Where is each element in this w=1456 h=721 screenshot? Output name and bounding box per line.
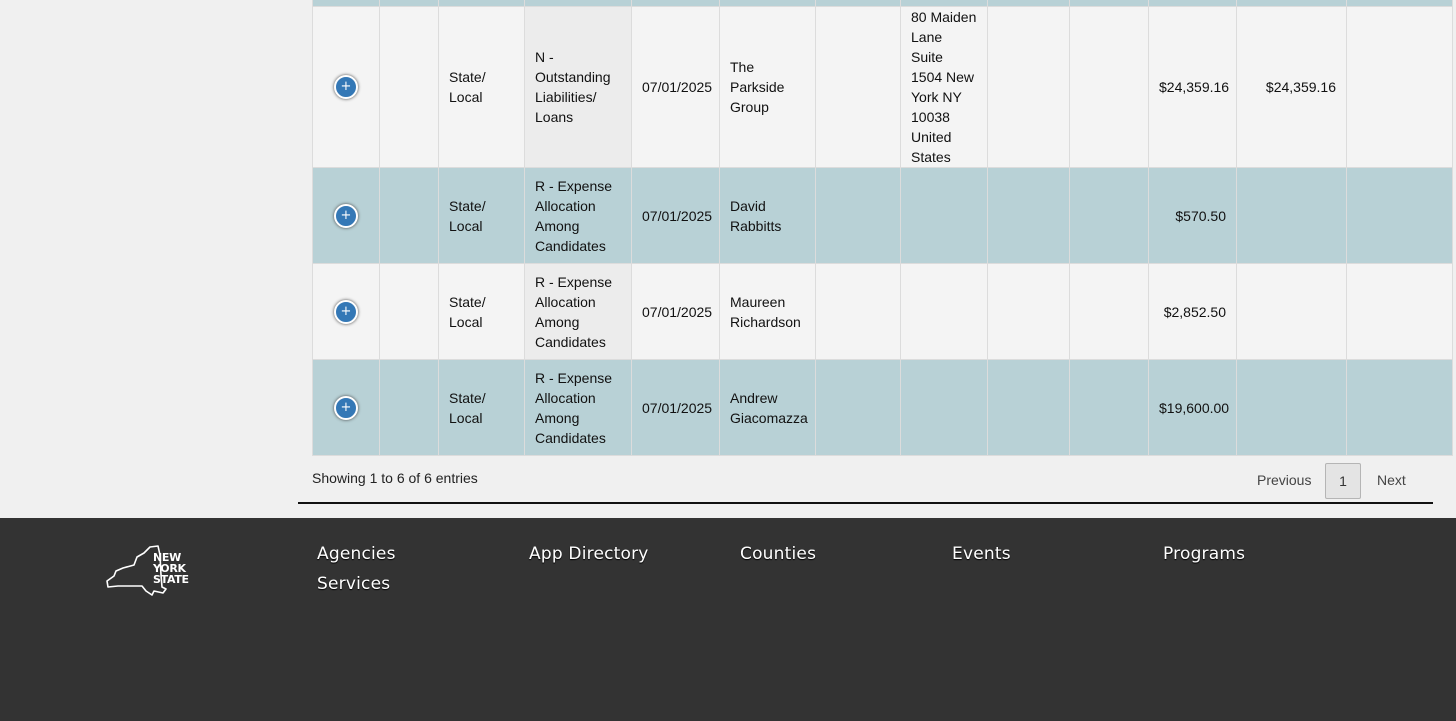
row-expand-cell[interactable]: + xyxy=(312,167,380,264)
logo-text-new: NEW xyxy=(153,551,181,564)
amount2-cell xyxy=(1236,263,1347,360)
date-cell: 07/01/2025 xyxy=(631,359,720,456)
schedule-cell: R - Expense Allocation Among Candidates xyxy=(524,167,632,264)
scope-cell: State/ Local xyxy=(438,6,525,168)
empty-cell xyxy=(379,167,439,264)
entries-table-wrapper: + State/ Local N - Outstanding Liabiliti… xyxy=(312,0,1453,456)
empty-cell xyxy=(1346,167,1453,264)
logo-text-state: STATE xyxy=(153,573,189,586)
table-row[interactable]: + State/ Local N - Outstanding Liabiliti… xyxy=(312,6,1453,168)
table-row[interactable]: + State/ Local R - Expense Allocation Am… xyxy=(312,263,1453,360)
address-cell: 80 Maiden Lane Suite 1504 New York NY 10… xyxy=(900,6,988,168)
address-cell xyxy=(900,359,988,456)
empty-cell xyxy=(987,359,1070,456)
scope-cell: State/ Local xyxy=(438,167,525,264)
amount-cell: $570.50 xyxy=(1148,167,1237,264)
empty-cell xyxy=(1069,6,1149,168)
pagination: Previous 1 Next xyxy=(0,463,1456,499)
name-cell: Andrew Giacomazza xyxy=(719,359,816,456)
amount-cell: $19,600.00 xyxy=(1148,359,1237,456)
empty-cell xyxy=(1069,167,1149,264)
schedule-cell: R - Expense Allocation Among Candidates xyxy=(524,359,632,456)
expand-row-icon[interactable]: + xyxy=(334,395,358,420)
site-footer xyxy=(0,518,1456,721)
row-expand-cell[interactable]: + xyxy=(312,359,380,456)
footer-link-app-directory[interactable]: App Directory xyxy=(529,544,649,564)
empty-cell xyxy=(379,263,439,360)
table-row-partial xyxy=(312,0,1453,7)
table-row[interactable]: + State/ Local R - Expense Allocation Am… xyxy=(312,359,1453,456)
page-1-button[interactable]: 1 xyxy=(1325,463,1361,499)
expand-row-icon[interactable]: + xyxy=(334,299,358,324)
name-cell: David Rabbitts xyxy=(719,167,816,264)
previous-page-button[interactable]: Previous xyxy=(1257,472,1312,488)
nys-logo[interactable]: NEW YORK STATE xyxy=(106,545,190,597)
footer-link-events[interactable]: Events xyxy=(952,544,1011,564)
logo-text-york: YORK xyxy=(153,562,186,575)
content-divider xyxy=(298,502,1433,504)
schedule-cell: R - Expense Allocation Among Candidates xyxy=(524,263,632,360)
footer-link-counties[interactable]: Counties xyxy=(740,544,817,564)
expand-row-icon[interactable]: + xyxy=(334,75,358,99)
name-cell: The Parkside Group xyxy=(719,6,816,168)
schedule-cell: N - Outstanding Liabilities/ Loans xyxy=(524,6,632,168)
amount-cell: $2,852.50 xyxy=(1148,263,1237,360)
amount-cell: $24,359.16 xyxy=(1148,6,1237,168)
expand-row-icon[interactable]: + xyxy=(334,203,358,228)
amount2-cell xyxy=(1236,167,1347,264)
amount2-cell xyxy=(1236,359,1347,456)
next-page-button[interactable]: Next xyxy=(1377,472,1406,488)
date-cell: 07/01/2025 xyxy=(631,6,720,168)
empty-cell xyxy=(379,359,439,456)
empty-cell xyxy=(815,167,901,264)
row-expand-cell[interactable]: + xyxy=(312,263,380,360)
empty-cell xyxy=(1346,263,1453,360)
row-expand-cell[interactable]: + xyxy=(312,6,380,168)
empty-cell xyxy=(815,263,901,360)
entries-table: + State/ Local N - Outstanding Liabiliti… xyxy=(312,0,1453,456)
empty-cell xyxy=(379,6,439,168)
table-row[interactable]: + State/ Local R - Expense Allocation Am… xyxy=(312,167,1453,264)
date-cell: 07/01/2025 xyxy=(631,263,720,360)
address-cell xyxy=(900,167,988,264)
empty-cell xyxy=(987,167,1070,264)
empty-cell xyxy=(987,6,1070,168)
empty-cell xyxy=(987,263,1070,360)
footer-link-programs[interactable]: Programs xyxy=(1163,544,1246,564)
scope-cell: State/ Local xyxy=(438,359,525,456)
empty-cell xyxy=(1069,359,1149,456)
table-info-text: Showing 1 to 6 of 6 entries xyxy=(312,470,478,486)
scope-cell: State/ Local xyxy=(438,263,525,360)
empty-cell xyxy=(1346,359,1453,456)
footer-link-services[interactable]: Services xyxy=(317,574,391,594)
amount2-cell: $24,359.16 xyxy=(1236,6,1347,168)
date-cell: 07/01/2025 xyxy=(631,167,720,264)
name-cell: Maureen Richardson xyxy=(719,263,816,360)
empty-cell xyxy=(1069,263,1149,360)
footer-link-agencies[interactable]: Agencies xyxy=(317,544,396,564)
empty-cell xyxy=(815,359,901,456)
empty-cell xyxy=(1346,6,1453,168)
new-york-state-outline-icon xyxy=(106,545,167,596)
address-cell xyxy=(900,263,988,360)
empty-cell xyxy=(815,6,901,168)
